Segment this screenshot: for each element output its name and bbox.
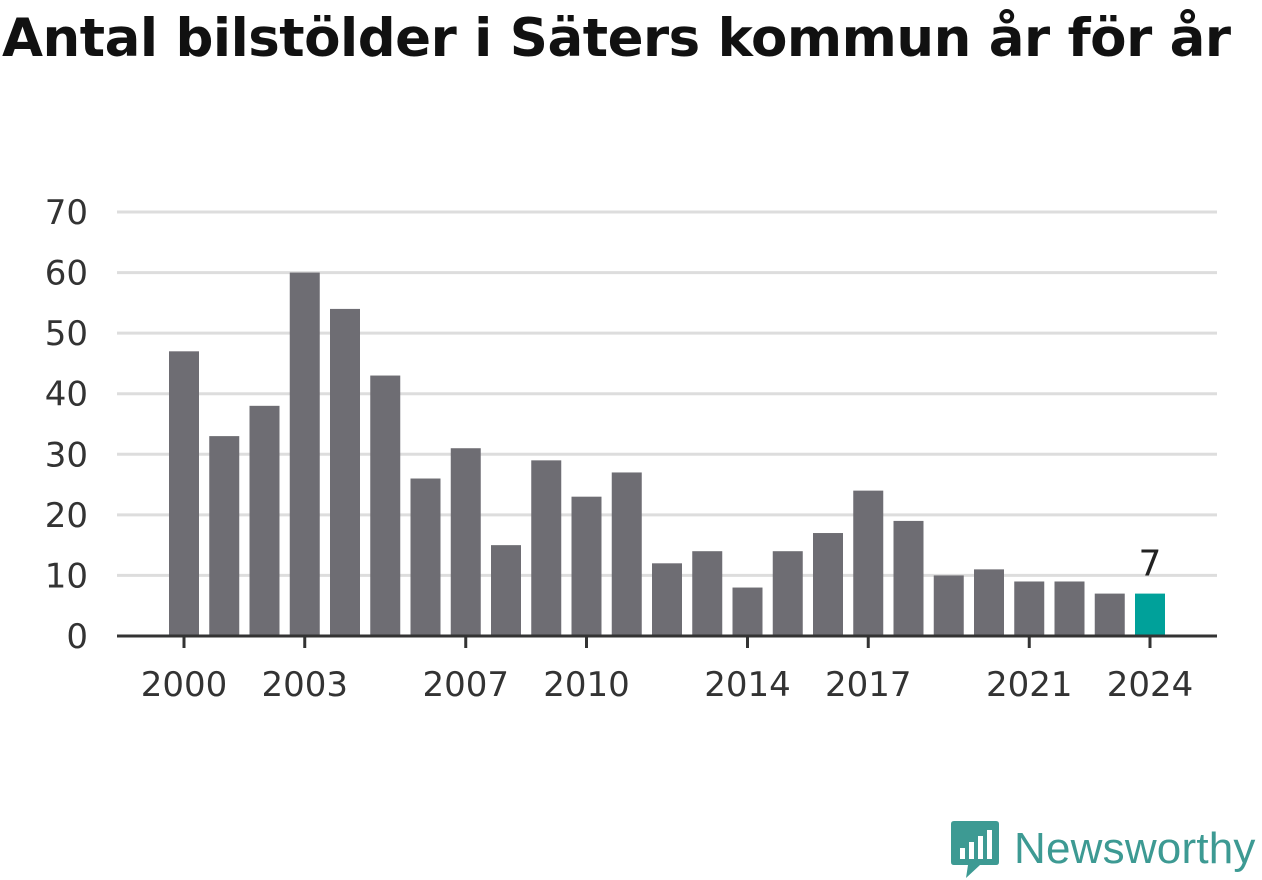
y-tick-label: 30 (45, 435, 88, 475)
bar-2002 (249, 405, 280, 636)
bar-2014 (732, 587, 763, 636)
bar-2001 (209, 436, 240, 636)
brand-name: Newsworthy (1014, 824, 1256, 873)
data-labels: 7 (1139, 544, 1162, 585)
bar-2004 (330, 308, 360, 636)
x-tick-label: 2007 (422, 665, 509, 705)
data-label: 7 (1139, 544, 1162, 585)
bars (169, 272, 1165, 636)
bar-2009 (531, 460, 562, 636)
bar-2008 (491, 545, 521, 636)
bar-2019 (933, 575, 964, 636)
bar-2023 (1094, 593, 1125, 636)
bar-2024 (1135, 593, 1165, 636)
y-tick-label: 20 (45, 496, 88, 536)
x-tick-label: 2003 (261, 665, 348, 705)
gridlines (117, 210, 1217, 577)
bar-2012 (652, 563, 682, 636)
bar-2011 (611, 472, 642, 636)
bar-2005 (370, 375, 401, 636)
y-tick-label: 10 (45, 556, 88, 596)
bar-2013 (692, 551, 723, 636)
y-tick-label: 70 (45, 193, 88, 233)
x-tick-label: 2017 (825, 665, 912, 705)
bar-2021 (1014, 581, 1045, 636)
bar-2010 (571, 496, 602, 636)
bar-2000 (169, 351, 199, 636)
bar-2003 (289, 272, 320, 636)
x-tick-label: 2014 (704, 665, 791, 705)
bar-2007 (450, 448, 481, 636)
x-axis-ticks: 2000 2003 2007 2010 2014 2017 2021 2024 (141, 636, 1194, 705)
newsworthy-logo-icon (951, 821, 999, 878)
bar-2018 (893, 520, 924, 636)
newsworthy-logo: Newsworthy (950, 818, 1256, 880)
bar-2020 (974, 569, 1004, 636)
x-tick-label: 2024 (1107, 665, 1194, 705)
y-tick-label: 40 (45, 375, 88, 415)
bar-2015 (772, 551, 803, 636)
bar-2016 (813, 533, 843, 636)
bar-2006 (410, 478, 441, 636)
x-tick-label: 2010 (543, 665, 630, 705)
chart-title: Antal bilstölder i Säters kommun år för … (2, 8, 1231, 69)
x-tick-label: 2021 (986, 665, 1073, 705)
x-tick-label: 2000 (141, 665, 228, 705)
y-axis-ticks: 0 10 20 30 40 50 60 70 (45, 193, 88, 657)
y-tick-label: 60 (45, 254, 88, 294)
y-tick-label: 50 (45, 314, 88, 354)
y-tick-label: 0 (66, 617, 88, 657)
bar-2022 (1054, 581, 1085, 636)
bar-2017 (853, 490, 884, 636)
